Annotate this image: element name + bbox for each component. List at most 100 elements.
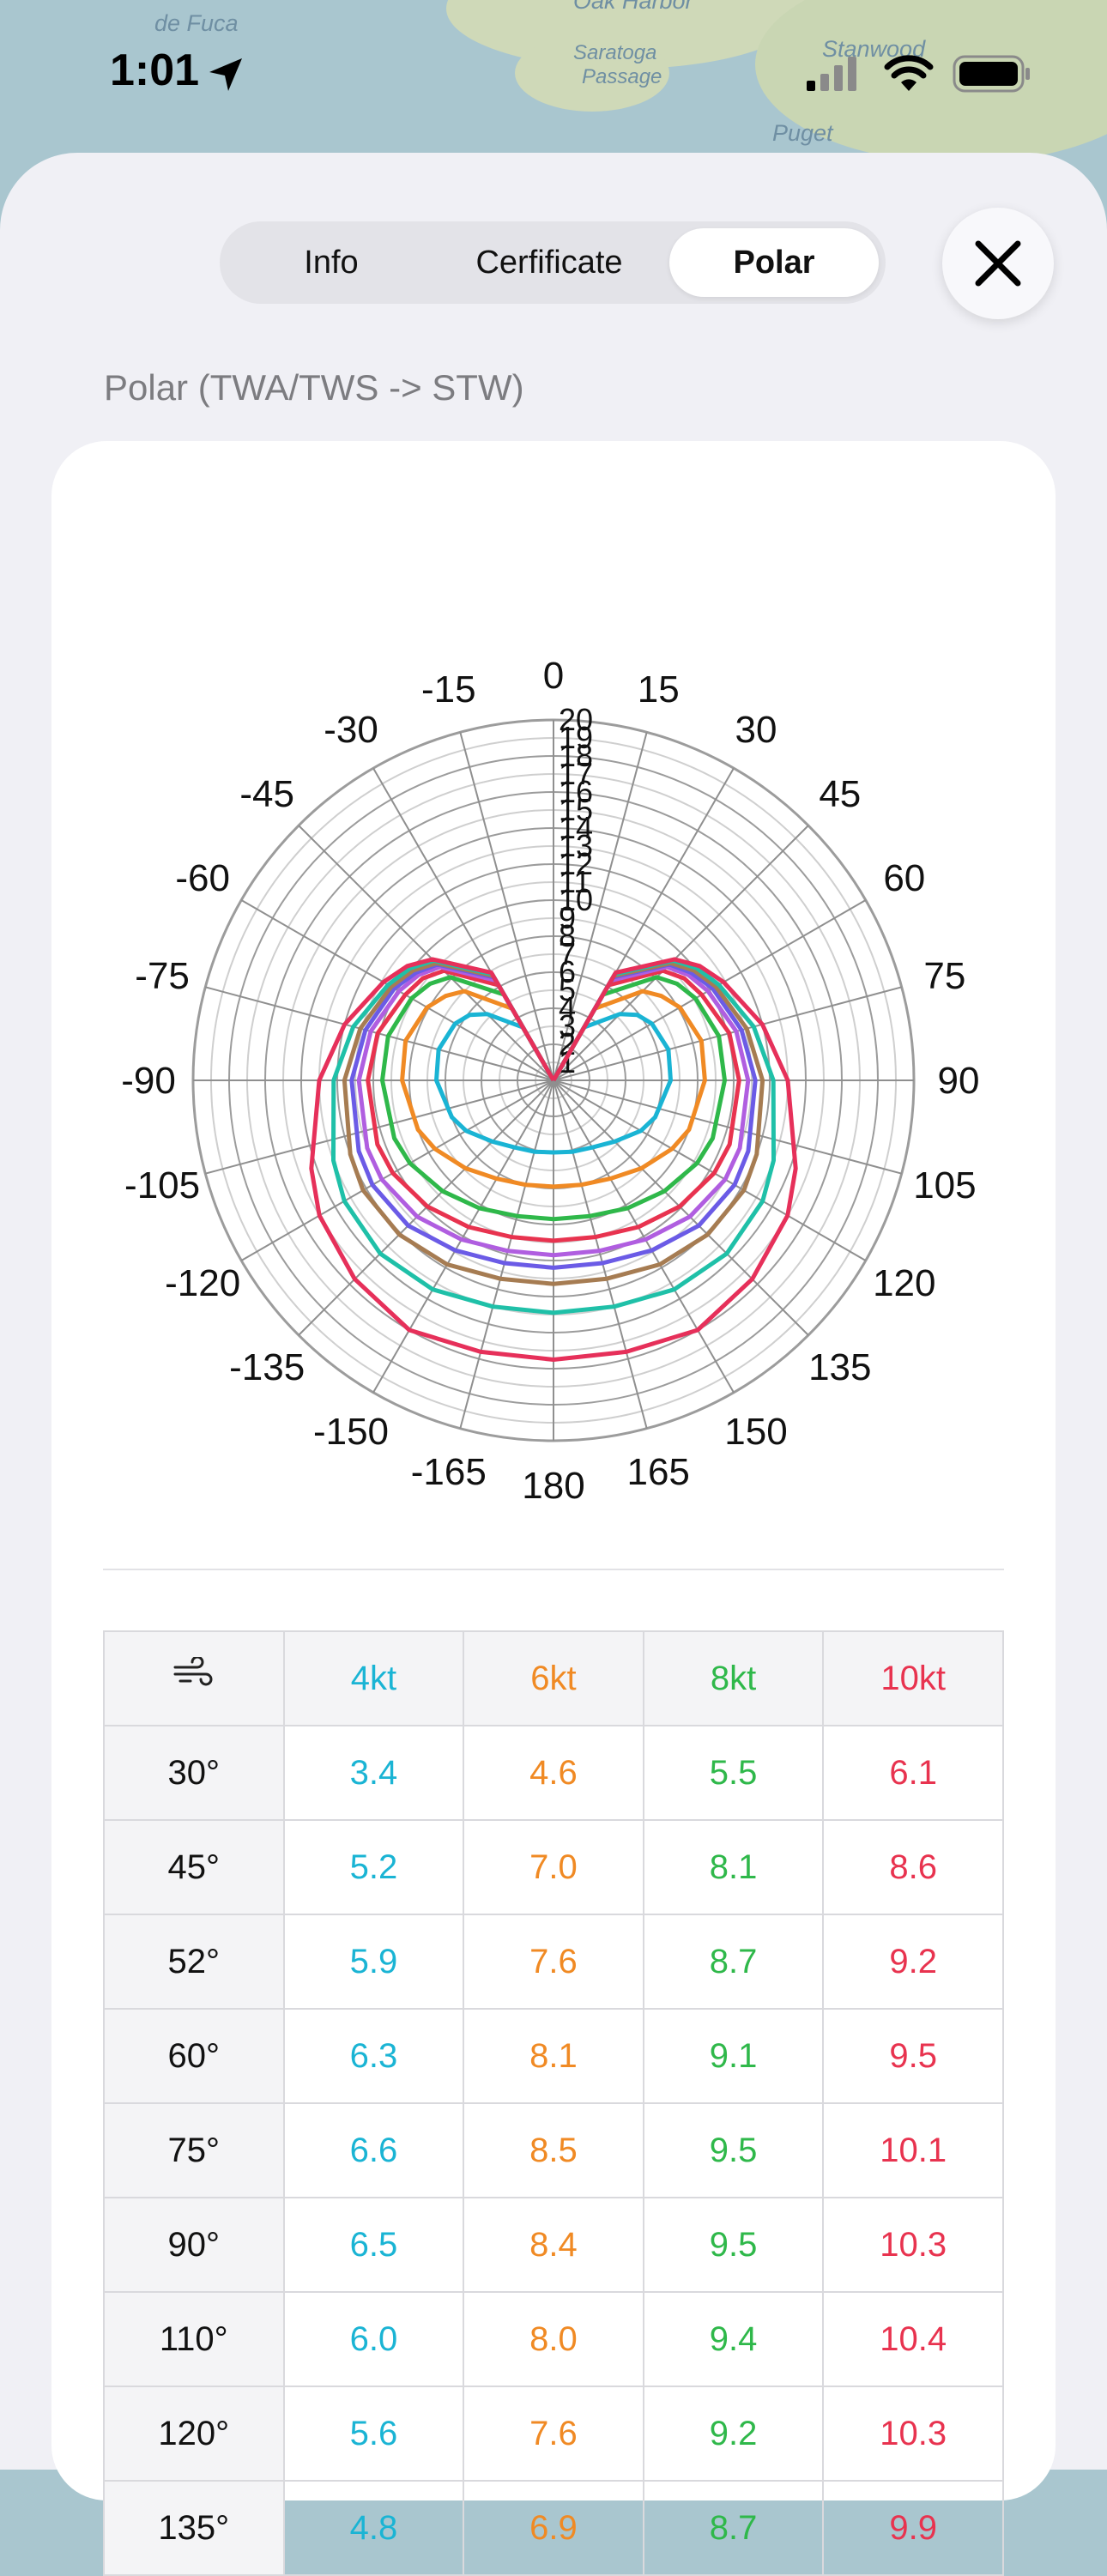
speed-cell: 10.4 (822, 2291, 1004, 2387)
polar-spoke (372, 1079, 554, 1394)
twa-cell: 120° (103, 2386, 285, 2482)
polar-spoke (553, 1079, 867, 1261)
map-background: de Fuca Oak Harbor Saratoga Passage Stan… (0, 0, 1107, 206)
tab-polar[interactable]: Polar (669, 228, 879, 297)
angle-label: -15 (421, 668, 476, 711)
speed-cell: 9.9 (822, 2480, 1004, 2576)
radial-tick-label: 20 (559, 702, 593, 737)
tab-certificate[interactable]: Cerfificate (475, 245, 623, 281)
close-icon (975, 240, 1021, 287)
speed-cell: 6.0 (282, 2291, 465, 2387)
series-line-4kt (434, 1012, 673, 1155)
speed-cell: 7.6 (463, 1914, 644, 2010)
table-row: 135° 4.8 6.9 8.7 9.9 (103, 2480, 1004, 2576)
speed-cell: 8.4 (463, 2197, 644, 2293)
speed-cell: 8.0 (463, 2291, 644, 2387)
map-label: Passage (582, 65, 662, 88)
table-header-row: 4kt 6kt 8kt 10kt (103, 1630, 1004, 1726)
speed-cell: 8.6 (822, 1819, 1004, 1915)
radial-tick-label: 16 (559, 774, 593, 809)
twa-cell: 60° (103, 2008, 285, 2104)
divider (103, 1569, 1004, 1570)
speed-cell: 9.5 (642, 2197, 825, 2293)
speed-cell: 5.5 (642, 1725, 825, 1821)
radial-tick-label: 10 (559, 882, 593, 917)
series-line-20kt (331, 958, 776, 1315)
map-label: Puget (772, 120, 833, 146)
angle-label: -135 (229, 1346, 305, 1388)
radial-tick-label: 3 (559, 1008, 576, 1043)
angle-label: 75 (923, 955, 965, 997)
polar-chart: 0 153045607590105120135150165180-165-150-… (121, 655, 979, 1507)
angle-label: 60 (883, 857, 925, 899)
radial-tick-label: 15 (559, 792, 593, 827)
angle-label: -105 (124, 1164, 200, 1206)
bottom-sheet: Info Cerfificate Polar Polar (TWA/TWS ->… (0, 153, 1107, 2576)
twa-cell: 135° (103, 2480, 285, 2576)
polar-spoke (298, 825, 554, 1081)
twa-cell: 52° (103, 1914, 285, 2010)
table-row: 60° 6.3 8.1 9.1 9.5 (103, 2008, 1004, 2104)
radial-tick-label: 9 (559, 900, 576, 935)
twa-cell: 75° (103, 2102, 285, 2198)
column-header: 6kt (463, 1630, 644, 1726)
radial-tick-label: 14 (559, 810, 593, 845)
angle-label: 30 (735, 709, 777, 751)
speed-cell: 10.1 (822, 2102, 1004, 2198)
table-row: 30° 3.4 4.6 5.5 6.1 (103, 1725, 1004, 1821)
speed-cell: 5.2 (282, 1819, 465, 1915)
status-time: 1:01 (110, 45, 200, 95)
angle-label: 120 (873, 1262, 935, 1304)
polar-spoke (553, 1079, 902, 1175)
radial-tick-label: 13 (559, 828, 593, 863)
radial-tick-label: 19 (559, 720, 593, 755)
polar-spoke (205, 1079, 554, 1175)
speed-cell: 7.6 (463, 2386, 644, 2482)
speed-cell: 9.4 (642, 2291, 825, 2387)
radial-tick-label: 7 (559, 936, 576, 971)
speed-cell: 9.2 (642, 2386, 825, 2482)
twa-cell: 45° (103, 1819, 285, 1915)
polar-spoke (240, 1079, 554, 1261)
series-line-10kt (366, 968, 741, 1243)
speed-cell: 8.1 (642, 1819, 825, 1915)
polar-spoke (459, 732, 554, 1081)
angle-label: 105 (913, 1164, 976, 1206)
angle-label: -45 (239, 773, 294, 815)
series-line-14kt (349, 962, 758, 1270)
tab-info[interactable]: Info (304, 245, 359, 281)
polar-spoke (553, 1079, 735, 1394)
angle-label: -60 (175, 857, 230, 899)
speed-cell: 6.1 (822, 1725, 1004, 1821)
angle-label: 15 (638, 668, 680, 711)
speed-cell: 10.3 (822, 2386, 1004, 2482)
polar-spoke (553, 1079, 648, 1429)
speed-cell: 9.2 (822, 1914, 1004, 2010)
series-line-6kt (400, 989, 707, 1189)
angle-label: 165 (626, 1451, 689, 1493)
angle-label: -120 (165, 1262, 240, 1304)
speed-cell: 10.3 (822, 2197, 1004, 2293)
polar-table: 4kt 6kt 8kt 10kt 30° 3.4 4.6 5.5 6.1 45° 5.2 7.… (103, 1630, 1004, 2576)
radial-tick-label: 18 (559, 738, 593, 773)
angle-label: 135 (808, 1346, 871, 1388)
series-line-16kt (342, 960, 765, 1286)
series-line-12kt (356, 964, 751, 1258)
angle-label: -75 (135, 955, 190, 997)
table-row: 45° 5.2 7.0 8.1 8.6 (103, 1819, 1004, 1915)
radial-tick-label: 12 (559, 846, 593, 881)
angle-label: -165 (411, 1451, 487, 1493)
map-label: de Fuca (154, 10, 239, 36)
polar-card: 0 15 30 45 60 75 90 105 120 135 150 165 180 -165 -150-… (51, 441, 1056, 2576)
radial-tick-label: 5 (559, 972, 576, 1007)
table-row: 110° 6.0 8.0 9.4 10.4 (103, 2291, 1004, 2387)
close-button[interactable] (942, 208, 1054, 319)
speed-cell: 6.6 (282, 2102, 465, 2198)
cellular-signal-icon (807, 57, 856, 91)
wind-icon (173, 1655, 213, 1686)
radial-tick-label: 17 (559, 756, 593, 791)
speed-cell: 8.5 (463, 2102, 644, 2198)
speed-cell: 5.9 (282, 1914, 465, 2010)
angle-label: 150 (724, 1411, 787, 1453)
column-header: 8kt (642, 1630, 825, 1726)
